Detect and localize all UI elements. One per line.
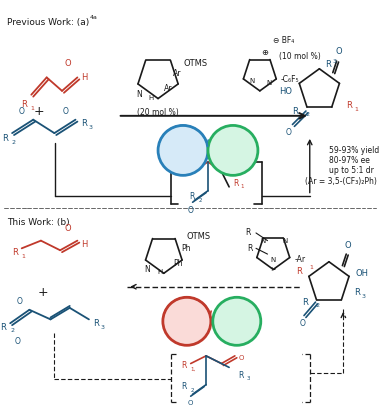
Text: 2: 2	[306, 112, 310, 117]
Text: R: R	[2, 134, 8, 144]
Text: HO: HO	[280, 87, 292, 97]
Text: EN: EN	[178, 316, 195, 326]
Text: :∙: :∙	[270, 267, 277, 272]
Text: R: R	[292, 106, 298, 116]
Text: 3: 3	[193, 161, 196, 166]
Text: 2: 2	[316, 303, 319, 308]
Text: H: H	[149, 94, 154, 101]
Text: +: +	[34, 106, 44, 119]
Text: 1: 1	[310, 265, 314, 270]
Text: O: O	[335, 47, 342, 56]
Text: 2: 2	[11, 140, 15, 145]
Text: O: O	[15, 337, 21, 346]
Text: O: O	[19, 107, 25, 116]
Text: R: R	[239, 371, 244, 379]
Text: 3: 3	[100, 324, 104, 329]
Text: Ar: Ar	[174, 69, 182, 78]
Text: OH: OH	[356, 269, 369, 278]
Text: N: N	[260, 238, 265, 244]
Text: 2: 2	[191, 388, 194, 393]
Text: N: N	[249, 78, 255, 84]
Text: (10 mol %): (10 mol %)	[279, 52, 321, 62]
Text: 2: 2	[198, 198, 202, 203]
Text: 3: 3	[89, 125, 93, 130]
Text: R: R	[296, 267, 302, 276]
Text: Ph: Ph	[174, 259, 183, 268]
Text: R: R	[81, 119, 87, 128]
Text: N: N	[283, 238, 288, 244]
Text: R: R	[0, 322, 6, 332]
Text: IM: IM	[176, 145, 190, 156]
Text: Ph: Ph	[181, 244, 190, 253]
Text: R: R	[325, 60, 331, 69]
Text: R: R	[189, 192, 195, 201]
Text: 3: 3	[246, 376, 250, 381]
Text: NHC: NHC	[225, 316, 249, 326]
Circle shape	[213, 297, 261, 345]
Text: O: O	[299, 319, 305, 328]
Text: NHC: NHC	[221, 145, 245, 156]
Text: N: N	[271, 257, 276, 263]
Text: (20 mol %): (20 mol %)	[137, 108, 179, 117]
Text: ⊖ BF₄: ⊖ BF₄	[273, 37, 294, 45]
Text: 1: 1	[240, 184, 244, 189]
Text: R: R	[181, 382, 187, 391]
Text: 1,: 1,	[191, 367, 196, 372]
Circle shape	[163, 297, 211, 345]
Text: 4a: 4a	[90, 15, 98, 20]
Text: R: R	[233, 178, 239, 188]
Text: O: O	[188, 206, 194, 215]
Text: H: H	[81, 73, 88, 82]
Text: O: O	[188, 400, 194, 406]
Text: O: O	[239, 157, 245, 166]
Text: 1: 1	[354, 106, 358, 111]
Text: -C₆F₅: -C₆F₅	[281, 75, 300, 84]
Text: O: O	[239, 355, 244, 361]
Text: This Work: (b): This Work: (b)	[7, 218, 70, 227]
Text: H: H	[157, 269, 162, 275]
Text: R: R	[183, 163, 189, 172]
Text: R: R	[93, 319, 99, 328]
Text: O: O	[65, 59, 71, 68]
Text: O: O	[17, 297, 23, 306]
Text: OTMS: OTMS	[183, 59, 207, 69]
Text: 2: 2	[10, 328, 14, 333]
Text: O: O	[63, 107, 69, 116]
Text: ⊕: ⊕	[261, 48, 268, 57]
Text: N: N	[145, 265, 151, 274]
Text: +: +	[38, 286, 48, 299]
Text: R: R	[245, 228, 250, 238]
Text: N: N	[267, 80, 272, 86]
Circle shape	[208, 126, 258, 176]
Text: Previous Work: (a): Previous Work: (a)	[7, 18, 90, 27]
Text: R: R	[302, 297, 308, 307]
Text: O: O	[65, 224, 71, 233]
Text: OTMS: OTMS	[187, 232, 211, 241]
Text: O: O	[286, 128, 292, 137]
Text: 1: 1	[30, 106, 34, 111]
Text: H: H	[81, 240, 88, 249]
Text: R: R	[181, 361, 187, 370]
Text: R: R	[247, 244, 252, 253]
Text: O: O	[345, 241, 352, 250]
Text: N: N	[136, 90, 142, 99]
Text: R: R	[22, 100, 27, 109]
Text: R: R	[354, 288, 360, 297]
Circle shape	[158, 126, 208, 176]
Text: (Ar = 3,5-(CF₃)₂Ph): (Ar = 3,5-(CF₃)₂Ph)	[305, 177, 377, 186]
Text: 3: 3	[362, 294, 366, 299]
Text: 1: 1	[22, 253, 25, 258]
Text: -Ar: -Ar	[294, 255, 305, 264]
Text: R: R	[346, 101, 352, 110]
Text: R: R	[12, 248, 18, 257]
Text: Ar: Ar	[164, 84, 172, 94]
Text: 3: 3	[333, 59, 337, 64]
Text: 59-93% yield
80-97% ee
up to 5:1 dr: 59-93% yield 80-97% ee up to 5:1 dr	[329, 146, 379, 176]
